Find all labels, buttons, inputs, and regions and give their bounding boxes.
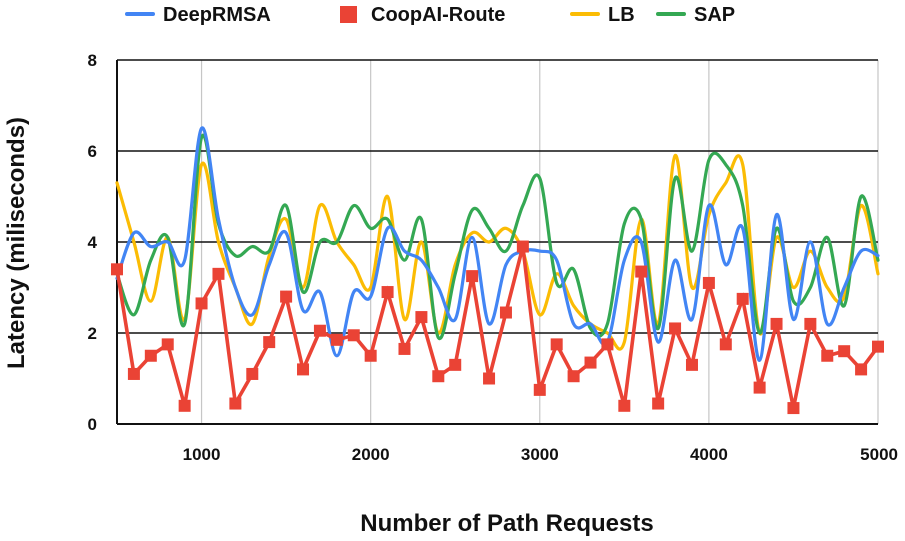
point-coopai-route-8	[246, 367, 259, 380]
legend-item-coopai-route: CoopAI-Route	[340, 4, 505, 26]
plot-lines	[111, 126, 884, 415]
series-line-sap	[115, 133, 880, 341]
point-coopai-route-45	[872, 340, 884, 353]
point-coopai-route-12	[313, 324, 326, 337]
point-coopai-route-35	[702, 276, 715, 289]
series-sap	[115, 133, 880, 341]
legend-item-deeprmsa: DeepRMSA	[125, 4, 271, 26]
x-tick-label-3: 4000	[690, 445, 728, 464]
point-coopai-route-6	[212, 267, 225, 280]
series-deeprmsa	[115, 126, 880, 362]
point-coopai-route-40	[787, 402, 800, 415]
x-tick-label-4: 5000	[860, 445, 898, 464]
y-tick-label-4: 8	[88, 51, 97, 70]
point-coopai-route-31	[635, 265, 648, 278]
y-axis-title: Latency (miliseconds)	[3, 117, 30, 369]
point-coopai-route-7	[229, 397, 242, 410]
point-coopai-route-20	[449, 358, 462, 371]
point-coopai-route-33	[669, 322, 682, 335]
point-coopai-route-44	[855, 363, 868, 376]
y-tick-label-0: 0	[88, 415, 97, 434]
x-axis-title: Number of Path Requests	[360, 510, 653, 537]
point-coopai-route-11	[297, 363, 310, 376]
point-coopai-route-16	[381, 286, 394, 299]
point-coopai-route-17	[398, 342, 411, 355]
y-tick-label-2: 4	[88, 233, 98, 252]
point-coopai-route-10	[280, 290, 293, 303]
point-coopai-route-25	[533, 383, 546, 396]
point-coopai-route-36	[719, 338, 732, 351]
x-tick-label-1: 2000	[352, 445, 390, 464]
grid	[116, 59, 879, 425]
x-tick-label-0: 1000	[183, 445, 221, 464]
legend-swatch-coopai-route	[340, 6, 357, 23]
y-tick-label-3: 6	[88, 142, 97, 161]
y-tick-labels: 0 2 4 6 8	[88, 51, 98, 434]
point-coopai-route-28	[584, 356, 597, 369]
legend-item-sap: SAP	[656, 4, 735, 26]
legend-label-sap: SAP	[694, 4, 735, 26]
point-coopai-route-32	[652, 397, 665, 410]
point-coopai-route-41	[804, 317, 817, 330]
point-coopai-route-34	[685, 358, 698, 371]
point-coopai-route-22	[483, 372, 496, 385]
point-coopai-route-29	[601, 338, 614, 351]
point-coopai-route-42	[821, 349, 834, 362]
point-coopai-route-1	[127, 367, 140, 380]
y-tick-label-1: 2	[88, 324, 97, 343]
point-coopai-route-13	[330, 333, 343, 346]
point-coopai-route-2	[144, 349, 157, 362]
point-coopai-route-14	[347, 329, 360, 342]
point-coopai-route-24	[516, 240, 529, 253]
point-coopai-route-39	[770, 317, 783, 330]
point-coopai-route-43	[838, 345, 851, 358]
legend-label-lb: LB	[608, 4, 635, 26]
legend-label-deeprmsa: DeepRMSA	[163, 4, 271, 26]
legend-item-lb: LB	[570, 4, 635, 26]
point-coopai-route-38	[753, 381, 766, 394]
series-line-deeprmsa	[115, 126, 880, 362]
legend-label-coopai-route: CoopAI-Route	[371, 4, 505, 26]
point-coopai-route-23	[499, 306, 512, 319]
legend: DeepRMSA CoopAI-Route LB SAP	[125, 4, 735, 26]
series-coopai-route	[111, 240, 884, 415]
point-coopai-route-18	[415, 311, 428, 324]
point-coopai-route-0	[111, 263, 123, 276]
x-tick-label-2: 3000	[521, 445, 559, 464]
point-coopai-route-30	[618, 399, 631, 412]
point-coopai-route-21	[466, 270, 479, 283]
point-coopai-route-5	[195, 297, 208, 310]
series-line-coopai-route	[115, 246, 880, 410]
point-coopai-route-9	[263, 336, 276, 349]
x-tick-labels: 1000 2000 3000 4000 5000	[183, 445, 898, 464]
point-coopai-route-27	[567, 370, 580, 383]
point-coopai-route-3	[161, 338, 174, 351]
point-coopai-route-26	[550, 338, 563, 351]
point-coopai-route-15	[364, 349, 377, 362]
point-coopai-route-19	[432, 370, 445, 383]
point-coopai-route-4	[178, 399, 191, 412]
point-coopai-route-37	[736, 292, 749, 305]
